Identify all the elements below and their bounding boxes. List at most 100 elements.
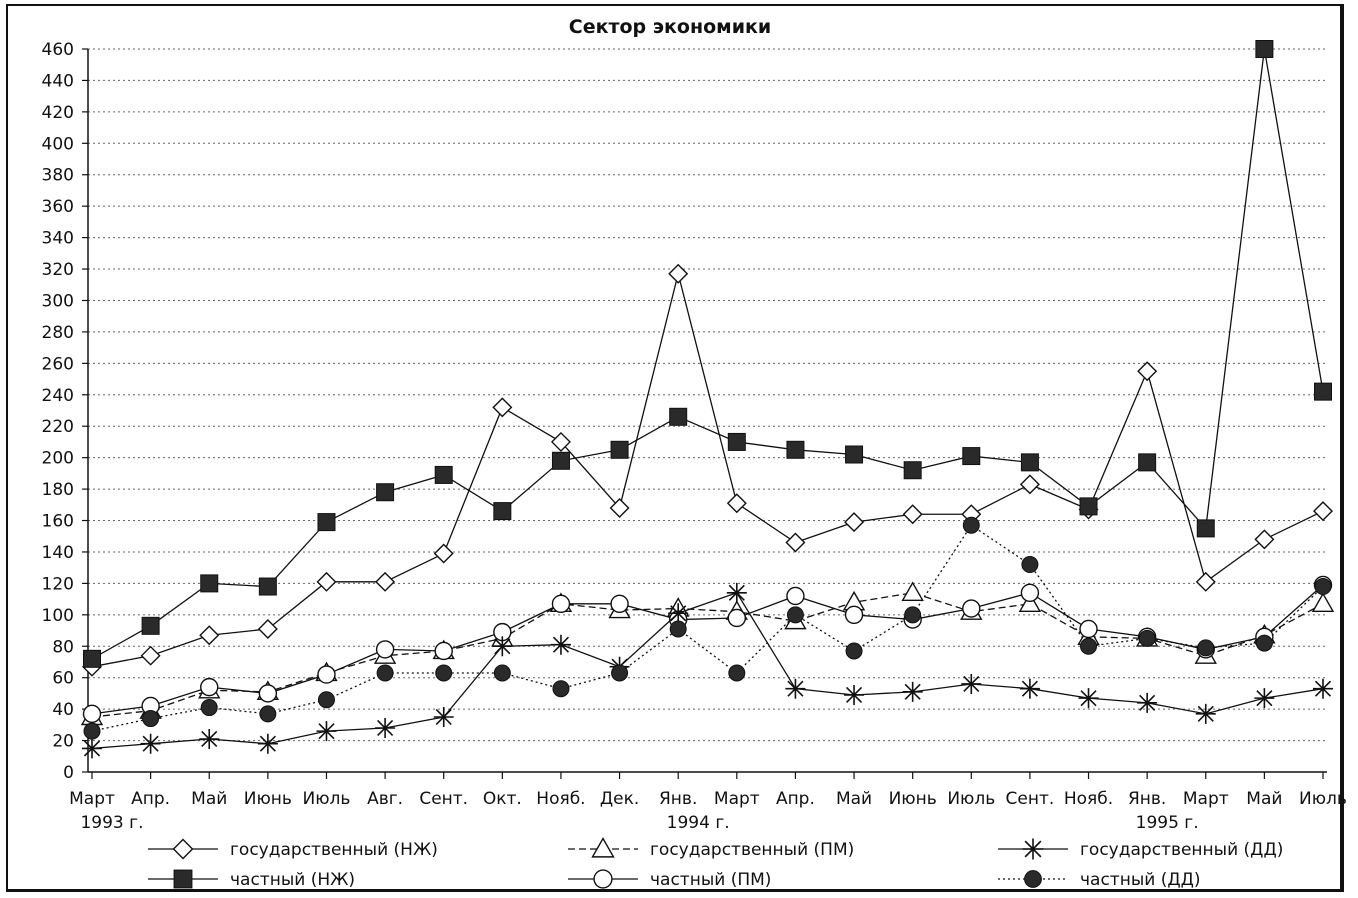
- legend-item: частный (ПМ): [568, 869, 771, 890]
- x-tick-label: Июль: [1299, 789, 1347, 809]
- data-point: [200, 677, 219, 697]
- legend: государственный (НЖ) государственный (ПМ)…: [148, 837, 1283, 890]
- y-tick-label: 100: [42, 606, 74, 626]
- series-line: [91, 524, 1324, 732]
- data-point: [1019, 678, 1040, 699]
- data-point: [1255, 634, 1273, 652]
- data-point: [786, 440, 805, 459]
- data-point: [727, 608, 747, 628]
- series-line: [91, 48, 1324, 660]
- legend-label: государственный (ПМ): [650, 840, 854, 860]
- legend-label: частный (НЖ): [230, 870, 355, 890]
- data-point: [1195, 571, 1216, 592]
- y-tick-label: 180: [42, 480, 74, 500]
- data-point: [726, 582, 747, 603]
- data-point: [199, 728, 220, 749]
- data-point: [376, 483, 395, 502]
- data-point: [1255, 40, 1274, 58]
- data-point: [257, 733, 278, 754]
- data-point: [1313, 501, 1333, 522]
- series-line: [91, 273, 1324, 668]
- data-point: [434, 641, 453, 661]
- legend-marker: [172, 838, 194, 860]
- data-point: [433, 706, 454, 727]
- data-point: [551, 594, 571, 614]
- x-tick-label: Апр.: [131, 789, 170, 809]
- x-tick-label: Нояб.: [1064, 789, 1113, 809]
- y-tick-label: 220: [42, 417, 74, 437]
- y-tick-label: 60: [52, 669, 74, 689]
- data-point: [727, 432, 746, 451]
- data-point: [83, 722, 101, 740]
- data-point: [844, 512, 865, 533]
- data-point: [83, 649, 101, 668]
- data-point: [316, 571, 337, 592]
- data-point: [200, 574, 219, 593]
- x-tick-label: Дек.: [600, 789, 639, 809]
- data-point: [375, 640, 395, 659]
- data-point: [200, 699, 218, 717]
- series-line: [91, 592, 1324, 750]
- data-point: [728, 664, 746, 682]
- series-line: [91, 592, 1324, 718]
- data-point: [786, 606, 804, 624]
- data-point: [258, 684, 278, 703]
- data-point: [1138, 629, 1156, 647]
- x-tick-label: Сент.: [419, 789, 468, 809]
- data-point: [1311, 592, 1335, 613]
- data-point: [550, 431, 571, 452]
- x-year-label: 1993 г.: [80, 813, 143, 833]
- x-tick-label: Авг.: [367, 789, 403, 809]
- legend-label: государственный (ДД): [1080, 840, 1283, 860]
- legend-marker: [173, 869, 193, 889]
- x-tick-label: Янв.: [659, 789, 697, 809]
- data-point: [140, 733, 161, 754]
- y-tick-label: 360: [42, 197, 74, 217]
- data-point: [1019, 474, 1040, 495]
- data-point: [785, 678, 806, 699]
- data-point: [1080, 637, 1098, 655]
- y-tick-label: 260: [42, 354, 74, 374]
- data-point: [1137, 361, 1158, 382]
- legend-item: частный (ДД): [998, 870, 1201, 890]
- x-tick-label: Янв.: [1128, 789, 1166, 809]
- legend-item: частный (НЖ): [148, 869, 355, 890]
- data-point: [726, 493, 747, 514]
- legend-label: частный (ДД): [1080, 870, 1201, 890]
- x-tick-label: Июль: [303, 789, 351, 809]
- data-point: [903, 461, 922, 480]
- x-tick-label: Март: [714, 789, 760, 809]
- legend-item: государственный (ПМ): [568, 837, 854, 860]
- data-point: [1314, 382, 1332, 401]
- legend-label: государственный (НЖ): [230, 840, 438, 860]
- x-year-label: 1994 г.: [667, 813, 730, 833]
- data-point: [609, 497, 630, 518]
- data-point: [1254, 688, 1275, 709]
- y-tick-label: 200: [42, 449, 74, 469]
- x-tick-label: Май: [836, 789, 872, 809]
- data-point: [845, 445, 864, 464]
- data-point: [668, 263, 689, 284]
- data-point: [492, 636, 513, 657]
- data-point: [1138, 453, 1157, 472]
- data-point: [82, 738, 102, 759]
- y-tick-label: 420: [42, 103, 74, 123]
- data-point: [493, 664, 511, 682]
- x-tick-label: Май: [191, 789, 227, 809]
- x-tick-label: Март: [69, 789, 115, 809]
- data-point: [492, 397, 513, 418]
- series-6: [83, 516, 1332, 740]
- legend-item: государственный (НЖ): [148, 838, 438, 860]
- legend-item: государственный (ДД): [998, 838, 1283, 860]
- data-point: [1021, 556, 1039, 574]
- x-tick-label: Апр.: [776, 789, 815, 809]
- data-point: [433, 543, 454, 564]
- data-point: [550, 634, 571, 655]
- data-point: [142, 710, 160, 728]
- data-point: [82, 704, 102, 724]
- data-point: [786, 586, 805, 606]
- data-point: [552, 680, 570, 698]
- y-tick-label: 400: [42, 134, 74, 154]
- series-5: [82, 582, 1333, 759]
- data-point: [258, 577, 277, 596]
